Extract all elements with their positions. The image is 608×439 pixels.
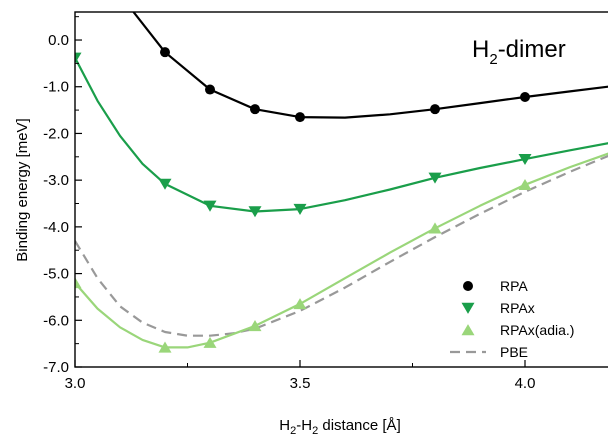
data-point-rpax [75,52,82,64]
y-tick-label: -4.0 [43,219,69,236]
data-point-rpa [160,47,170,58]
data-point-rpax-adia [428,222,442,234]
data-point-rpax-adia [293,298,307,310]
series-line-pbe [75,154,608,337]
plot-frame [74,11,608,368]
legend-label-rpa: RPA [500,278,528,294]
data-point-rpax [428,172,442,184]
y-axis-label: Binding energy [meV] [14,118,31,261]
data-point-rpax-adia [203,336,217,348]
data-point-rpa [520,92,530,103]
data-point-rpax [248,206,262,218]
data-point-rpa [205,84,215,95]
x-tick-label: 3.5 [290,375,311,392]
series-line-rpa [132,12,608,119]
y-tick-label: -1.0 [43,79,69,96]
data-point-rpa [250,104,260,115]
x-tick-label: 4.0 [515,375,536,392]
x-axis-label-part-3: distance [Å] [318,417,401,434]
x-axis-label-part-2: -H [296,417,312,434]
legend-label-pbe: PBE [500,344,528,360]
x-axis-label-part-1: H [279,417,290,434]
data-point-rpax [158,178,172,190]
data-point-rpax-adia [248,320,262,332]
legend-label-rpax-adia: RPAx(adia.) [500,322,574,338]
chart-title: H2-dimer [472,36,566,68]
legend-swatch-rpa [463,281,473,291]
chart-title-subscript: 2 [489,51,497,68]
data-point-rpax-adia [518,178,532,191]
series-line-rpax-adia [75,152,608,349]
y-tick-label: -3.0 [43,172,69,189]
x-axis-label: H2-H2 distance [Å] [279,417,400,437]
data-point-rpa [295,112,305,123]
x-tick-label: 3.0 [65,375,86,392]
series-layer [75,12,608,353]
legend-swatch-rpax-adia [461,324,475,336]
data-point-rpax [293,203,307,215]
y-tick-label: -5.0 [43,266,69,283]
data-point-rpax-adia [158,341,172,353]
legend-label-rpax: RPAx [500,300,535,316]
data-point-rpa [430,104,440,115]
y-tick-label: -6.0 [43,312,69,329]
x-axis-label-sub-2: 2 [312,425,318,437]
data-point-rpax [518,153,532,165]
chart-title-main: H [472,36,489,63]
y-tick-label: 0.0 [48,32,69,49]
data-point-rpax-adia [75,277,82,289]
legend: RPA RPAx RPAx(adia.) PBE [450,278,574,360]
ticks-layer: 3.0 3.5 4.0 0.0 -1.0 -2.0 -3.0 -4.0 -5.0 -6.0 -7.0 [43,16,536,392]
x-axis-label-sub-1: 2 [290,425,296,437]
y-tick-label: -2.0 [43,125,69,142]
chart-title-tail: -dimer [498,36,566,63]
data-point-rpax [203,200,217,212]
legend-swatch-rpax [461,302,475,314]
y-tick-label: -7.0 [43,359,69,376]
